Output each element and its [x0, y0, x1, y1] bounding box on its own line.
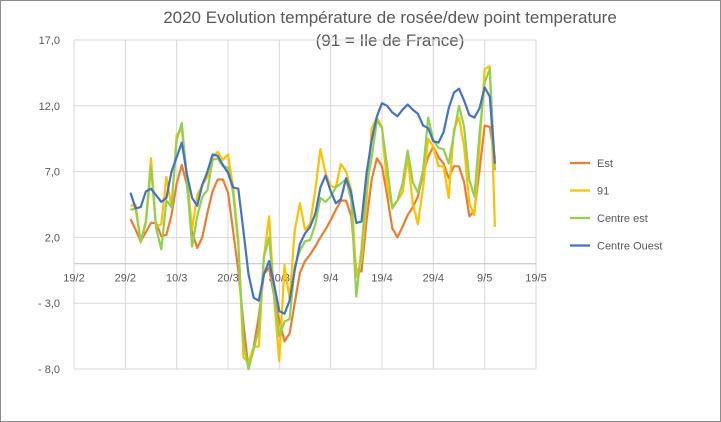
legend: Est 91 Centre est Centre Ouest	[570, 158, 662, 253]
legend-label: 91	[597, 186, 609, 198]
legend-label: Centre est	[597, 213, 648, 225]
x-tick-label: 9/4	[323, 273, 338, 285]
y-tick-label: - 3,0	[38, 298, 60, 310]
x-tick-label: 19/5	[525, 273, 546, 285]
series-line-91	[130, 65, 496, 364]
series-lines	[129, 65, 496, 371]
x-tick-label: 19/2	[63, 273, 84, 285]
x-tick-label: 10/3	[166, 273, 187, 285]
x-tick-label: 29/2	[115, 273, 136, 285]
x-axis-labels: 19/2 29/2 10/3 20/3 30/3 9/4 19/4 29/4 9/5 19/5	[63, 273, 546, 285]
y-tick-label: 2,0	[45, 232, 60, 244]
y-tick-label: 12,0	[39, 101, 60, 113]
y-tick-label: 17,0	[39, 35, 60, 47]
x-tick-label: 29/4	[423, 273, 444, 285]
legend-label: Est	[597, 158, 613, 170]
x-tick-label: 19/4	[371, 273, 392, 285]
y-tick-label: 7,0	[45, 167, 60, 179]
y-axis-labels: 17,0 12,0 7,0 2,0 - 3,0 - 8,0	[38, 35, 60, 376]
series-line-centre-ouest	[129, 86, 496, 315]
gridlines	[73, 39, 537, 370]
y-tick-label: - 8,0	[38, 364, 60, 376]
x-tick-label: 9/5	[477, 273, 492, 285]
x-tick-label: 20/3	[217, 273, 238, 285]
legend-label: Centre Ouest	[597, 241, 662, 253]
